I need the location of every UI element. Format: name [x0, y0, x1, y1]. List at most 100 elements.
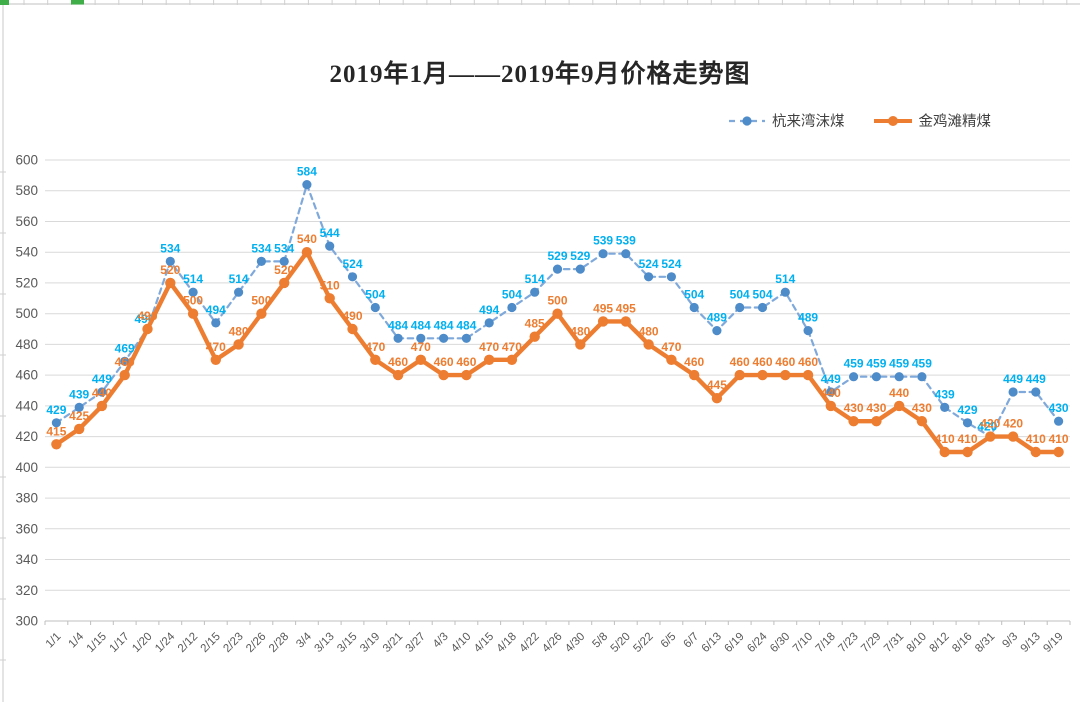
x-axis-tick-label: 7/29 — [859, 631, 883, 655]
data-label: 500 — [183, 294, 203, 308]
data-label: 460 — [434, 355, 454, 369]
data-label: 489 — [707, 311, 727, 325]
legend-label-series-1: 杭来湾沫煤 — [772, 114, 845, 130]
data-point-marker — [438, 369, 449, 381]
legend-item-series-1[interactable]: 杭来湾沫煤 — [728, 110, 845, 131]
data-label: 495 — [593, 301, 613, 315]
data-label: 459 — [844, 357, 864, 371]
data-label: 500 — [547, 294, 567, 308]
x-axis-tick-label: 1/1 — [44, 631, 64, 651]
data-label: 534 — [160, 241, 180, 255]
x-axis-tick-label: 9/3 — [1000, 631, 1020, 651]
x-axis-tick-label: 6/5 — [659, 631, 679, 651]
data-label: 445 — [707, 378, 727, 392]
data-point-marker — [188, 287, 198, 297]
data-label: 540 — [297, 232, 317, 246]
data-label: 425 — [69, 409, 89, 423]
data-point-marker — [552, 264, 563, 274]
data-label: 480 — [229, 324, 249, 338]
data-point-marker — [301, 247, 313, 258]
x-axis-tick-label: 2/26 — [244, 631, 268, 655]
data-point-marker — [620, 316, 631, 327]
data-point-marker — [780, 369, 791, 381]
data-point-marker — [506, 354, 518, 365]
data-point-marker — [734, 369, 745, 381]
data-label: 539 — [593, 234, 613, 248]
data-point-marker — [370, 302, 380, 313]
data-point-marker — [757, 369, 768, 381]
data-label: 484 — [456, 318, 476, 332]
data-label: 504 — [752, 288, 772, 302]
x-axis-tick-label: 6/13 — [700, 631, 724, 655]
data-label: 504 — [730, 288, 750, 302]
x-axis-tick-label: 4/3 — [431, 631, 451, 651]
data-label: 514 — [183, 272, 203, 286]
data-point-marker — [644, 272, 654, 282]
data-point-marker — [711, 393, 723, 404]
data-label: 470 — [365, 340, 385, 354]
x-axis-tick-label: 1/24 — [153, 630, 178, 655]
x-axis-tick-label: 8/16 — [950, 631, 974, 655]
data-point-marker — [826, 387, 836, 397]
data-label: 449 — [1026, 372, 1046, 386]
data-label: 469 — [115, 341, 135, 355]
data-point-marker — [234, 287, 244, 297]
data-label: 584 — [297, 165, 317, 179]
data-point-marker — [74, 423, 85, 435]
data-point-marker — [1007, 431, 1019, 442]
x-axis-tick-label: 6/19 — [723, 631, 747, 655]
data-point-marker — [302, 180, 312, 190]
data-point-marker — [439, 333, 449, 343]
data-label: 490 — [342, 309, 362, 323]
data-label: 520 — [160, 263, 180, 277]
data-point-marker — [51, 439, 62, 450]
x-axis-tick-label: 3/19 — [358, 631, 382, 655]
data-label: 460 — [456, 355, 476, 369]
data-label: 495 — [616, 301, 636, 315]
data-point-marker — [393, 333, 403, 343]
x-axis-tick-label: 7/31 — [882, 631, 906, 655]
legend-item-series-2[interactable]: 金鸡滩精煤 — [873, 110, 991, 131]
y-axis-tick-label: 500 — [15, 306, 38, 321]
data-point-marker — [666, 354, 677, 365]
x-axis-tick-label: 2/23 — [221, 631, 245, 655]
data-label: 470 — [206, 340, 226, 354]
data-label: 490 — [137, 309, 157, 323]
data-label: 459 — [866, 357, 886, 371]
legend-marker-solid-line-icon — [873, 115, 912, 126]
y-axis-tick-label: 360 — [15, 521, 38, 536]
selection-handle-icon — [0, 0, 9, 5]
data-label: 459 — [889, 357, 909, 371]
data-point-marker — [1008, 387, 1018, 397]
data-point-marker — [962, 418, 973, 428]
data-label: 514 — [229, 272, 249, 286]
legend-marker-dashed-line-icon — [729, 115, 765, 126]
data-label: 449 — [1003, 372, 1023, 386]
data-label: 415 — [46, 424, 66, 438]
x-axis-tick-label: 8/31 — [973, 631, 997, 655]
data-label: 449 — [821, 372, 841, 386]
data-label: 449 — [92, 372, 112, 386]
data-point-marker — [324, 293, 335, 304]
data-point-marker — [871, 416, 882, 427]
data-label: 429 — [46, 403, 66, 417]
y-axis-tick-label: 560 — [15, 214, 38, 229]
data-point-marker — [939, 446, 950, 458]
x-axis-tick-label: 6/7 — [682, 631, 702, 651]
data-point-marker — [894, 400, 905, 412]
x-axis-tick-label: 3/27 — [404, 631, 428, 655]
y-axis-tick-label: 340 — [15, 552, 38, 567]
x-axis-tick-label: 1/20 — [130, 631, 154, 655]
x-axis-tick-label: 4/22 — [518, 631, 542, 655]
selection-handle-icon — [71, 0, 84, 5]
data-label: 429 — [957, 403, 977, 417]
data-label: 460 — [752, 355, 772, 369]
x-axis-tick-label: 2/15 — [199, 631, 223, 655]
data-label: 470 — [411, 340, 431, 354]
data-point-marker — [165, 277, 176, 289]
data-point-marker — [211, 318, 221, 328]
data-point-marker — [689, 302, 699, 313]
y-axis-tick-label: 600 — [15, 153, 38, 168]
data-label: 460 — [798, 355, 818, 369]
